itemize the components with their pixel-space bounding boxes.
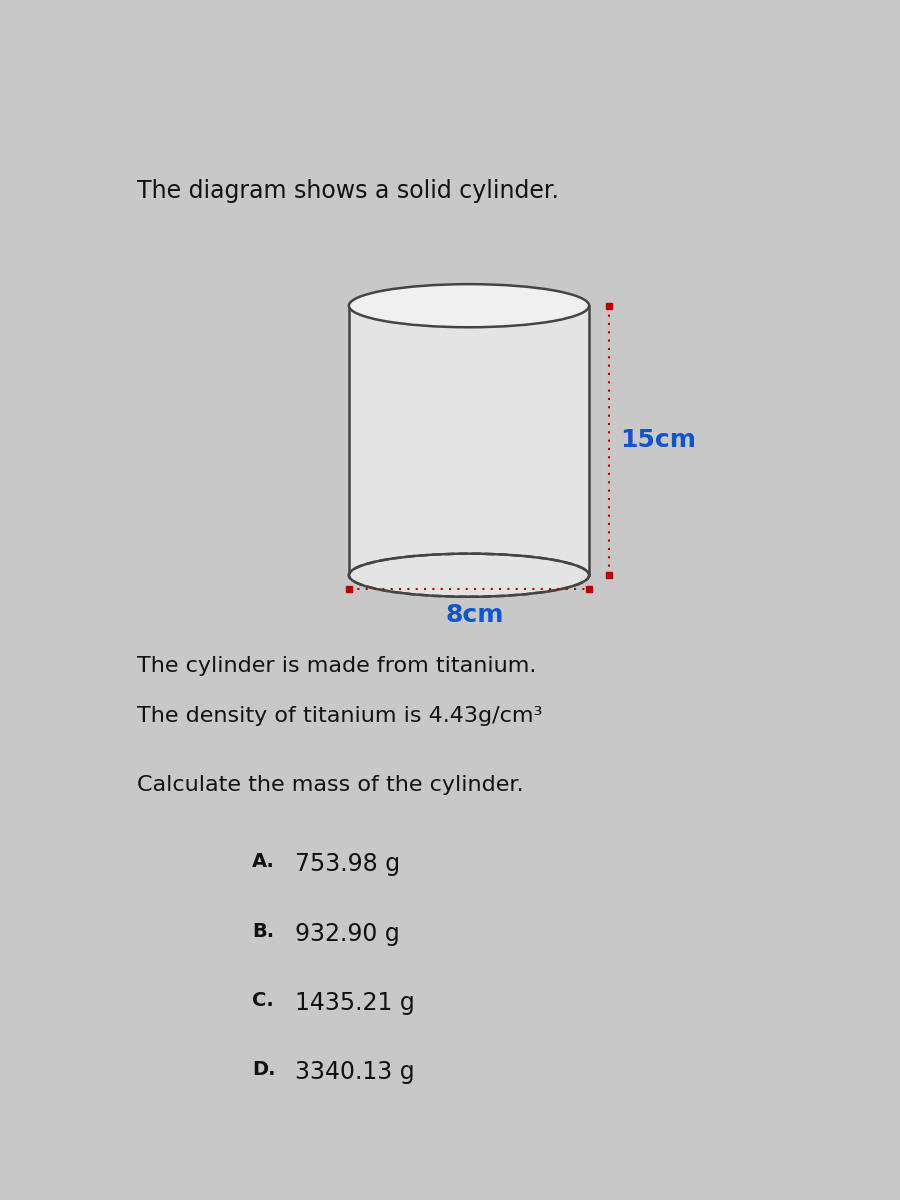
Text: The cylinder is made from titanium.: The cylinder is made from titanium. [138,656,536,676]
Text: 932.90 g: 932.90 g [294,922,400,946]
Text: 8cm: 8cm [446,602,504,626]
Ellipse shape [349,553,590,596]
Text: The density of titanium is 4.43g/cm³: The density of titanium is 4.43g/cm³ [138,706,543,726]
Text: 3340.13 g: 3340.13 g [294,1061,414,1085]
Polygon shape [349,306,590,575]
Text: B.: B. [252,922,274,941]
Text: 1435.21 g: 1435.21 g [294,991,414,1015]
Text: The diagram shows a solid cylinder.: The diagram shows a solid cylinder. [138,179,559,203]
Text: D.: D. [252,1061,275,1079]
Ellipse shape [349,284,590,328]
Text: 753.98 g: 753.98 g [294,852,400,876]
Text: Calculate the mass of the cylinder.: Calculate the mass of the cylinder. [138,775,524,796]
Text: A.: A. [252,852,274,871]
Text: C.: C. [252,991,274,1010]
Text: 15cm: 15cm [620,428,696,452]
